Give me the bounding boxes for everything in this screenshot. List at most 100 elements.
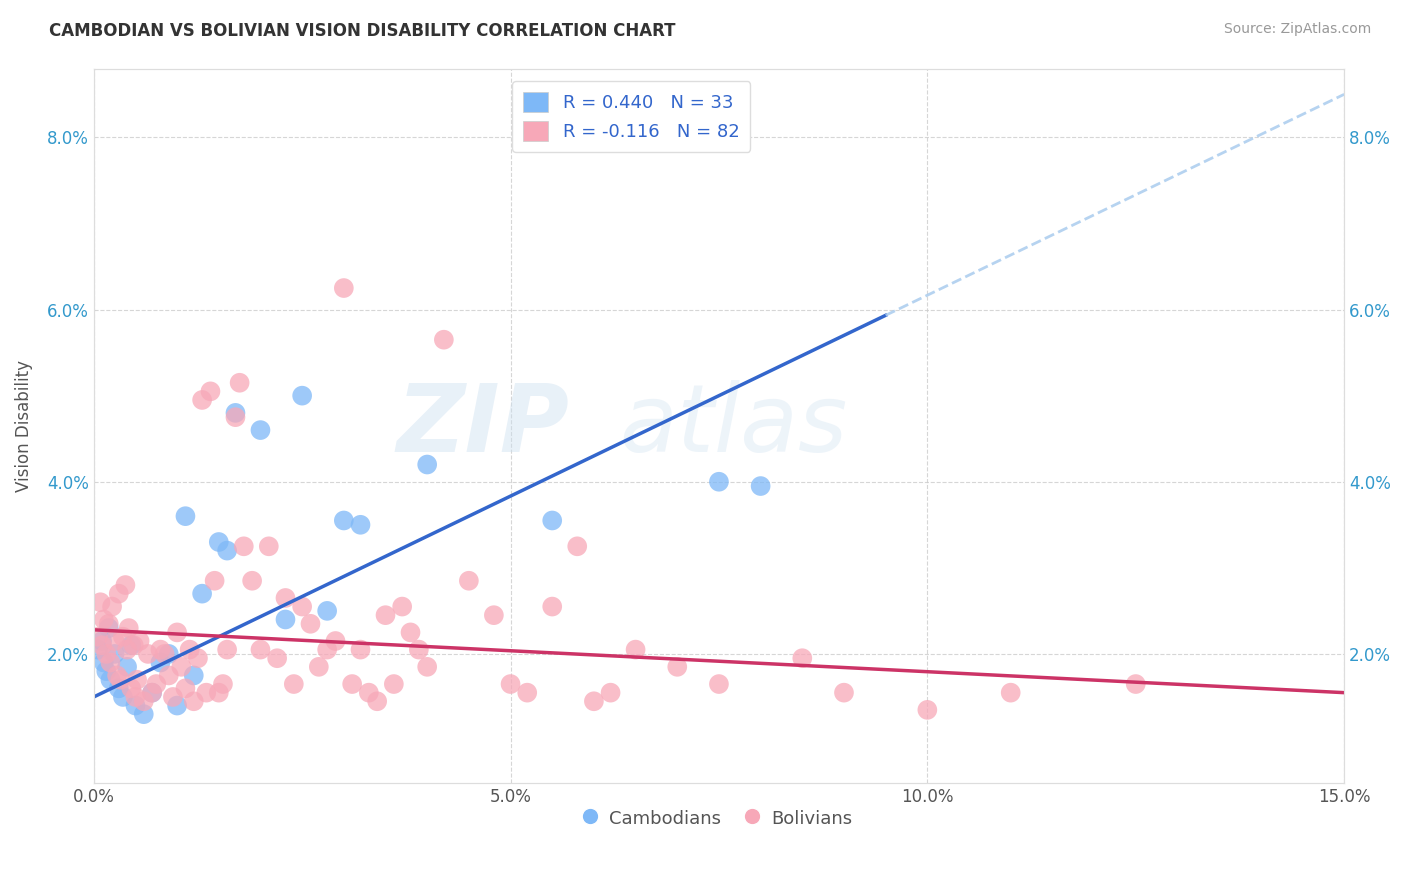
Legend: Cambodians, Bolivians: Cambodians, Bolivians (578, 802, 859, 835)
Point (91, 638, 114, 652)
Point (118, 621, 141, 635)
Point (283, 677, 305, 691)
Point (120, 638, 142, 652)
Point (187, 651, 209, 665)
Point (299, 616, 322, 631)
Point (374, 608, 396, 623)
Point (91, 634, 114, 648)
Point (191, 587, 214, 601)
Point (107, 587, 129, 601)
Point (174, 509, 197, 524)
Point (232, 539, 254, 553)
Point (97, 616, 120, 631)
Point (120, 681, 142, 696)
Point (104, 634, 127, 648)
Point (749, 479, 772, 493)
Point (96, 647, 118, 661)
Point (183, 694, 205, 708)
Point (349, 642, 371, 657)
Point (599, 686, 621, 700)
Point (157, 647, 180, 661)
Point (128, 634, 150, 648)
Point (274, 591, 297, 605)
Text: atlas: atlas (619, 380, 848, 471)
Point (382, 677, 405, 691)
Point (107, 681, 129, 696)
Point (149, 642, 172, 657)
Point (917, 703, 939, 717)
Point (333, 281, 356, 295)
Point (111, 690, 134, 704)
Point (141, 686, 163, 700)
Point (111, 630, 134, 644)
Point (115, 660, 138, 674)
Point (100, 673, 122, 687)
Point (391, 599, 413, 614)
Point (274, 612, 297, 626)
Point (208, 686, 231, 700)
Point (170, 660, 193, 674)
Point (166, 625, 188, 640)
Point (132, 694, 155, 708)
Point (792, 651, 814, 665)
Point (114, 578, 136, 592)
Point (541, 513, 564, 527)
Point (179, 642, 201, 657)
Point (325, 634, 347, 648)
Point (240, 574, 263, 588)
Point (266, 651, 288, 665)
Point (308, 660, 330, 674)
Point (217, 543, 239, 558)
Point (1125, 677, 1147, 691)
Point (124, 690, 146, 704)
Point (482, 608, 505, 623)
Point (124, 698, 146, 713)
Point (541, 599, 564, 614)
Point (399, 625, 422, 640)
Point (204, 574, 226, 588)
Point (408, 642, 430, 657)
Point (316, 642, 339, 657)
Point (1000, 686, 1022, 700)
Point (516, 686, 538, 700)
Point (499, 677, 522, 691)
Point (87, 630, 110, 644)
Point (357, 686, 380, 700)
Point (249, 642, 271, 657)
Point (162, 690, 184, 704)
Point (333, 513, 356, 527)
Point (93, 612, 115, 626)
Point (122, 638, 145, 652)
Point (87, 642, 110, 657)
Text: CAMBODIAN VS BOLIVIAN VISION DISABILITY CORRELATION CHART: CAMBODIAN VS BOLIVIAN VISION DISABILITY … (49, 22, 676, 40)
Point (457, 574, 479, 588)
Point (707, 475, 730, 489)
Point (366, 694, 388, 708)
Point (100, 656, 122, 670)
Point (101, 599, 124, 614)
Point (707, 677, 730, 691)
Point (145, 677, 167, 691)
Point (141, 686, 163, 700)
Point (224, 410, 246, 425)
Point (224, 406, 246, 420)
Point (624, 642, 647, 657)
Point (582, 694, 605, 708)
Point (157, 668, 180, 682)
Point (104, 647, 127, 661)
Point (228, 376, 250, 390)
Point (832, 686, 855, 700)
Point (212, 677, 235, 691)
Point (166, 698, 188, 713)
Point (149, 656, 172, 670)
Point (249, 423, 271, 437)
Point (416, 660, 439, 674)
Point (340, 677, 363, 691)
Text: ZIP: ZIP (396, 380, 569, 472)
Point (93, 656, 115, 670)
Point (127, 673, 149, 687)
Y-axis label: Vision Disability: Vision Disability (15, 359, 32, 491)
Point (89, 595, 111, 609)
Point (132, 707, 155, 722)
Point (291, 599, 314, 614)
